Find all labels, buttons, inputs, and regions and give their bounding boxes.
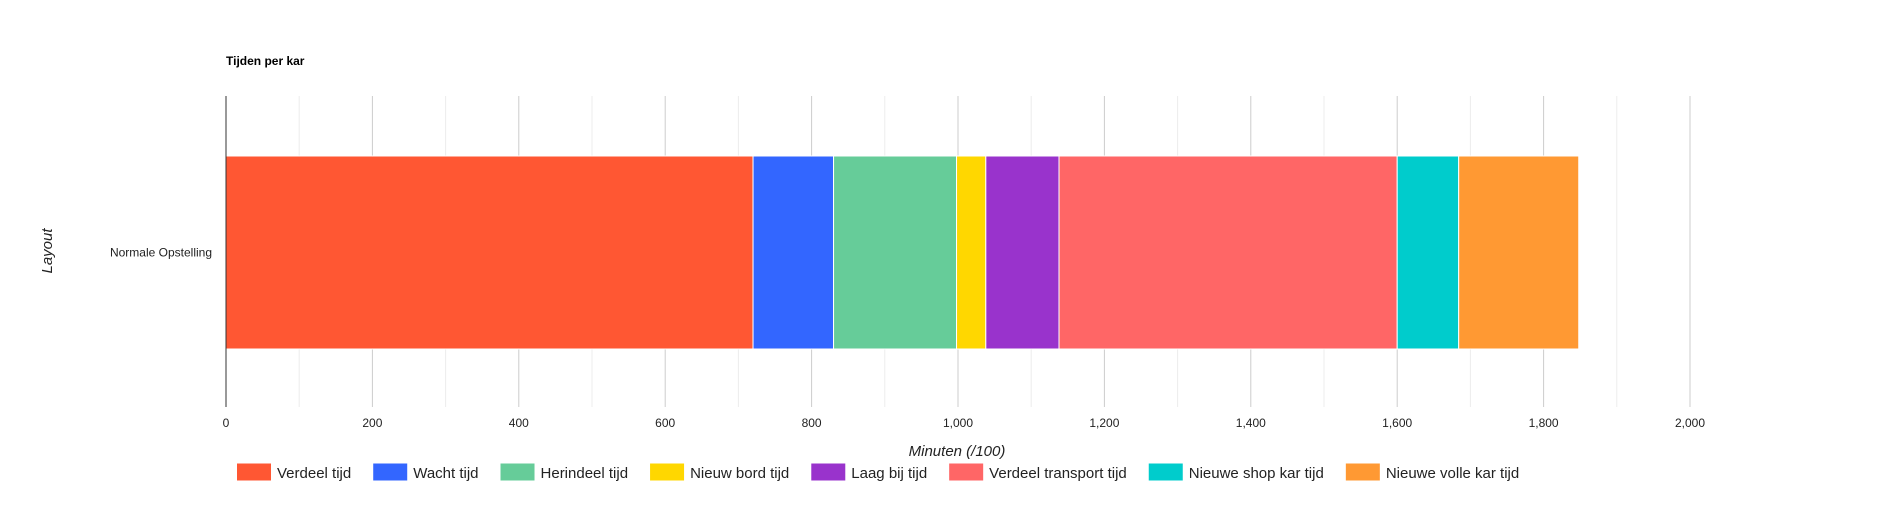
legend-label: Verdeel tijd — [277, 465, 351, 482]
legend-label: Herindeel tijd — [541, 465, 629, 482]
legend-label: Nieuwe volle kar tijd — [1386, 465, 1519, 482]
legend-label: Laag bij tijd — [851, 465, 927, 482]
legend-swatch — [811, 463, 846, 481]
legend-item[interactable]: Nieuw bord tijd — [650, 463, 789, 483]
x-tick-label: 1,200 — [1089, 416, 1119, 430]
x-tick-label: 1,400 — [1236, 416, 1266, 430]
x-tick-label: 800 — [802, 416, 822, 430]
x-tick-label: 400 — [509, 416, 529, 430]
legend-swatch — [1148, 463, 1183, 481]
y-axis-title: Layout — [39, 228, 56, 274]
legend-item[interactable]: Laag bij tijd — [811, 463, 927, 483]
legend-item[interactable]: Wacht tijd — [373, 463, 479, 483]
legend-item[interactable]: Nieuwe shop kar tijd — [1148, 463, 1324, 483]
bars — [225, 155, 1580, 350]
legend-item[interactable]: Herindeel tijd — [500, 463, 629, 483]
x-tick-label: 600 — [655, 416, 675, 430]
bar-segment — [956, 155, 987, 350]
x-tick-label: 1,000 — [943, 416, 973, 430]
legend-swatch — [237, 463, 271, 481]
legend-swatch — [949, 463, 984, 481]
legend-swatch — [650, 463, 685, 481]
x-tick-label: 1,600 — [1382, 416, 1412, 430]
bar-segment — [225, 155, 754, 350]
legend-swatch — [1345, 463, 1380, 481]
legend-item[interactable]: Verdeel tijd — [237, 463, 351, 483]
legend-label: Nieuwe shop kar tijd — [1189, 465, 1324, 482]
legend-item[interactable]: Nieuwe volle kar tijd — [1345, 463, 1519, 483]
legend-label: Wacht tijd — [413, 465, 478, 482]
y-category-label: Normale Opstelling — [110, 246, 212, 260]
legend-item[interactable]: Verdeel transport tijd — [949, 463, 1127, 483]
chart-title: Tijden per kar — [226, 54, 305, 68]
bar-segment — [1458, 155, 1580, 350]
x-tick-label: 200 — [362, 416, 382, 430]
legend: Verdeel tijd Wacht tijd Herindeel tijd Nieu… — [237, 463, 1519, 483]
bar-segment — [985, 155, 1060, 350]
legend-label: Verdeel transport tijd — [989, 465, 1127, 482]
bar-segment — [752, 155, 835, 350]
legend-label: Nieuw bord tijd — [690, 465, 789, 482]
legend-swatch — [500, 463, 535, 481]
x-tick-label: 1,800 — [1529, 416, 1559, 430]
bar-segment — [1058, 155, 1398, 350]
bar-segment — [833, 155, 958, 350]
bar-segment — [1396, 155, 1460, 350]
x-tick-label: 2,000 — [1675, 416, 1705, 430]
axes: 0 200 400 600 800 1,000 1,200 1,400 1,600 1,800 2,… — [110, 96, 1705, 430]
x-axis-title: Minuten (/100) — [909, 443, 1006, 460]
legend-swatch — [373, 463, 408, 481]
x-tick-label: 0 — [223, 416, 230, 430]
